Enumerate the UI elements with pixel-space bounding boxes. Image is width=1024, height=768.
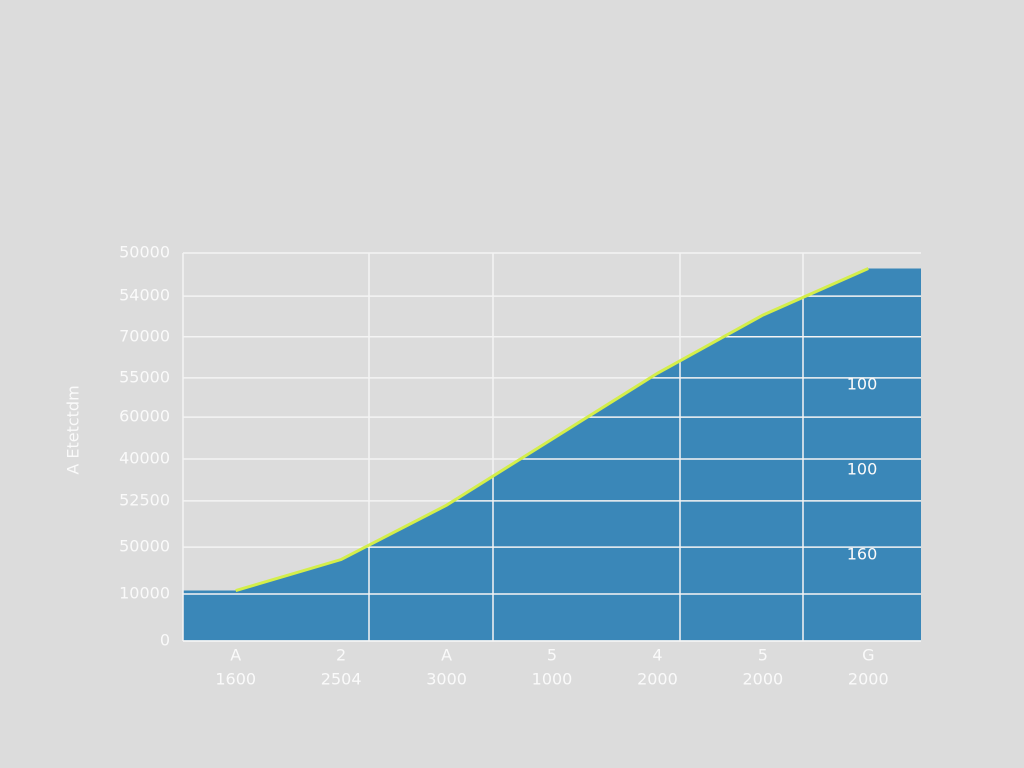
y-axis-label: A Etetctdm: [64, 385, 83, 474]
x-tick-label: 4: [652, 646, 662, 665]
x-tick-label: 5: [547, 646, 557, 665]
annotation: 100: [847, 460, 878, 479]
x-sub-label: 1000: [532, 670, 573, 689]
x-sub-label: 3000: [426, 670, 467, 689]
annotation: 100: [847, 375, 878, 394]
y-tick-label: 10000: [119, 584, 170, 603]
y-tick-label: 50000: [119, 537, 170, 556]
x-sub-label: 2000: [848, 670, 889, 689]
x-tick-label: 5: [758, 646, 768, 665]
x-tick-label: A: [441, 646, 452, 665]
y-tick-label: 0: [160, 631, 170, 650]
y-tick-label: 52500: [119, 490, 170, 509]
x-sub-label: 1600: [215, 670, 256, 689]
area: [183, 268, 921, 641]
line: [235, 267, 869, 592]
y-tick-label: 60000: [119, 407, 170, 426]
x-sub-label: 2000: [637, 670, 678, 689]
x-sub-label: 2000: [742, 670, 783, 689]
x-tick-label: 2: [336, 646, 346, 665]
y-tick-label: 70000: [119, 326, 170, 345]
y-tick-label: 50000: [119, 243, 170, 262]
x-tick-label: G: [862, 646, 874, 665]
annotation: 160: [847, 545, 878, 564]
y-tick-label: 54000: [119, 286, 170, 305]
y-tick-label: 55000: [119, 367, 170, 386]
y-tick-label: 40000: [119, 449, 170, 468]
x-sub-label: 2504: [321, 670, 362, 689]
x-tick-label: A: [230, 646, 241, 665]
